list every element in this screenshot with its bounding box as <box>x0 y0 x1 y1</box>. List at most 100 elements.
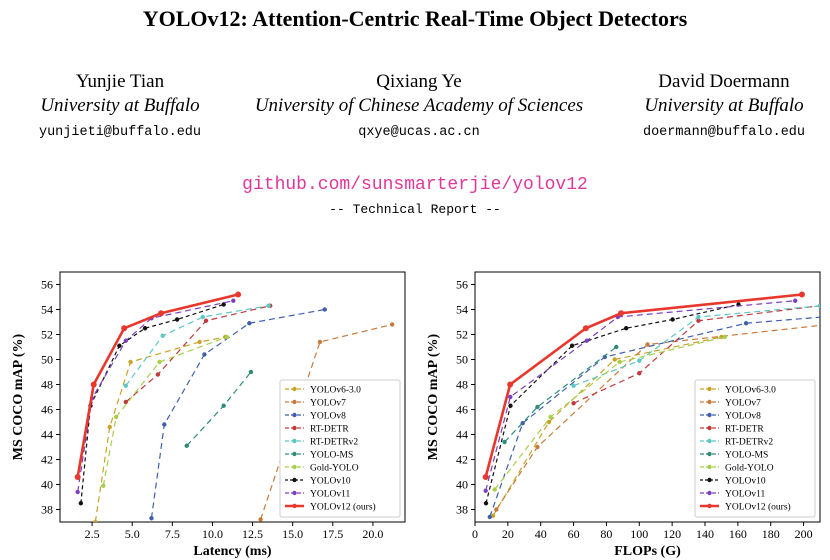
data-point-yolov10 <box>174 317 180 322</box>
y-tick-label: 38 <box>41 503 53 517</box>
x-tick-label: 10.0 <box>202 527 223 541</box>
data-point-yolov10 <box>117 343 122 348</box>
x-tick-label: 12.5 <box>242 527 263 541</box>
data-point-yolov12-ours <box>158 310 165 317</box>
y-tick-label: 50 <box>41 353 53 367</box>
legend-marker-yolov12-ours <box>292 503 297 509</box>
data-point-yolov6-3-0 <box>546 419 552 425</box>
data-point-yolov8 <box>487 514 492 520</box>
data-point-yolo-ms <box>614 344 619 350</box>
y-tick-label: 44 <box>41 428 53 442</box>
x-tick-label: 17.5 <box>322 527 343 541</box>
legend-marker-gold-yolo <box>292 464 297 470</box>
legend-marker-yolov8 <box>707 412 712 418</box>
data-point-yolov12-ours <box>582 325 589 332</box>
data-point-yolo-ms <box>248 369 254 375</box>
x-tick-label: 5.0 <box>125 527 140 541</box>
series-line-rt-detrv2 <box>125 305 269 387</box>
y-tick-label: 42 <box>41 453 53 467</box>
legend-label-yolo-ms: YOLO-MS <box>725 451 768 461</box>
author-block-3: David Doermann University at Buffalo doe… <box>624 70 824 145</box>
y-tick-label: 38 <box>456 503 468 517</box>
legend-marker-rt-detrv2 <box>707 438 712 444</box>
legend-box <box>279 379 401 518</box>
github-link[interactable]: github.com/sunsmarterjie/yolov12 <box>242 175 588 195</box>
data-point-yolov12-ours <box>798 291 805 298</box>
data-point-gold-yolo <box>101 483 106 488</box>
y-tick-label: 50 <box>456 353 468 367</box>
flops-chart: 38 40 42 44 46 48 50 52 54 56 0 20 40 60 80 100 120 140 16… <box>426 271 830 559</box>
data-point-yolov6-3-0 <box>128 359 133 365</box>
x-tick-label: 20.0 <box>362 527 383 541</box>
report-label: -- Technical Report -- <box>329 202 501 217</box>
data-point-yolov11 <box>792 298 798 303</box>
legend-label-rt-detr: RT-DETR <box>725 425 764 435</box>
data-point-yolov8 <box>162 422 167 427</box>
data-point-yolov7 <box>535 444 540 450</box>
data-point-yolov6-3-0 <box>93 519 98 522</box>
y-tick-label: 46 <box>456 403 468 417</box>
y-tick-label: 40 <box>456 478 468 492</box>
data-point-yolov8 <box>247 321 252 326</box>
data-point-rt-detrv2 <box>123 383 128 388</box>
legend-marker-yolo-ms <box>707 451 712 457</box>
data-point-gold-yolo <box>113 414 119 420</box>
legend-marker-yolov7 <box>292 399 297 405</box>
x-tick-label: 40 <box>535 527 547 541</box>
author-email: qxye@ucas.ac.cn <box>358 125 480 140</box>
legend: YOLOv6-3.0 YOLOv7 YOLOv8 RT-DETR RT-DETRv2 YO… <box>279 379 401 518</box>
legend-label-gold-yolo: Gold-YOLO <box>725 464 774 474</box>
legend-marker-rt-detr <box>292 425 297 431</box>
data-point-rt-detrv2 <box>200 314 206 320</box>
x-axis-label: Latency (ms) <box>193 544 271 559</box>
legend-label-yolov6-3-0: YOLOv6-3.0 <box>725 386 776 396</box>
series-line-rt-detr <box>125 305 271 403</box>
x-tick-label: 0 <box>472 527 478 541</box>
y-tick-label: 56 <box>456 278 468 292</box>
author-affiliation: University at Buffalo <box>644 95 804 116</box>
y-tick-label: 54 <box>41 303 53 317</box>
legend-label-rt-detrv2: RT-DETRv2 <box>725 438 773 448</box>
x-tick-label: 60 <box>568 527 580 541</box>
data-point-yolov10 <box>623 326 629 331</box>
x-tick-label: 80 <box>600 527 612 541</box>
data-point-yolov7 <box>645 342 650 347</box>
legend-marker-yolov10 <box>292 477 297 483</box>
data-point-yolov7 <box>389 322 395 327</box>
y-tick-label: 42 <box>456 453 468 467</box>
data-point-rt-detrv2 <box>817 303 820 308</box>
x-tick-label: 140 <box>696 527 714 541</box>
data-point-yolov7 <box>826 322 830 326</box>
data-point-yolov8 <box>743 321 749 326</box>
x-axis-label: FLOPs (G) <box>614 544 681 559</box>
legend-box <box>694 379 816 518</box>
y-tick-label: 44 <box>456 428 468 442</box>
series-line-rt-detr <box>573 305 820 404</box>
x-tick-label: 20 <box>502 527 514 541</box>
author-affiliation: University of Chinese Academy of Science… <box>254 95 584 116</box>
legend-label-yolov12-ours: YOLOv12 (ours) <box>310 502 376 513</box>
data-point-yolo-ms <box>535 404 540 410</box>
data-point-yolov7 <box>258 517 263 522</box>
series-line-yolov10 <box>80 303 224 504</box>
legend-label-yolov7: YOLOv7 <box>725 399 761 409</box>
x-tick-label: 15.0 <box>282 527 303 541</box>
series-line-yolov6-3-0 <box>492 336 722 517</box>
author-block-2: Qixiang Ye University of Chinese Academy… <box>236 70 602 145</box>
data-point-rt-detrv2 <box>160 333 165 338</box>
y-tick-label: 46 <box>41 403 53 417</box>
data-point-yolov10 <box>221 302 226 307</box>
legend-label-yolov7: YOLOv7 <box>310 399 346 409</box>
series-line-yolov6-3-0 <box>94 336 226 522</box>
y-tick-label: 40 <box>41 478 53 492</box>
legend-label-yolov10: YOLOv10 <box>310 477 351 487</box>
legend-marker-yolov11 <box>292 490 297 496</box>
data-point-yolov12-ours <box>618 310 625 317</box>
data-point-gold-yolo <box>224 334 230 340</box>
data-point-gold-yolo <box>157 359 162 365</box>
data-point-yolov11 <box>75 489 80 495</box>
data-point-yolov6-3-0 <box>612 357 617 362</box>
legend-label-yolov12-ours: YOLOv12 (ours) <box>725 502 791 513</box>
data-point-rt-detr <box>203 318 209 323</box>
data-point-yolov11 <box>584 338 589 343</box>
